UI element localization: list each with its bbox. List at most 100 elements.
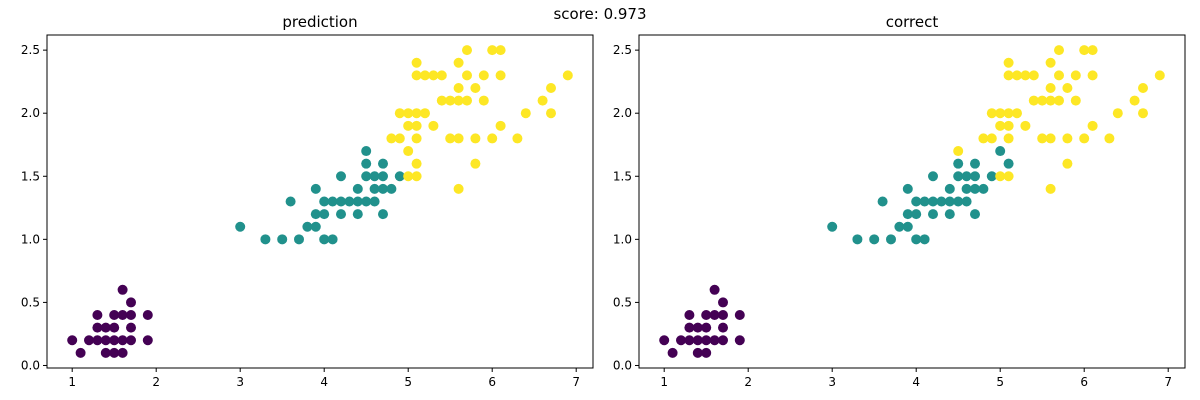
scatter-plot-prediction: prediction 1 2 3 4 5 6 7 0.0 0.5 1.0 1.5 2.0 2.5	[21, 13, 594, 389]
y-tick-label: 1.5	[613, 169, 632, 183]
data-point-class-0	[126, 335, 136, 346]
data-point-class-2	[436, 95, 447, 106]
data-point-class-0	[659, 335, 670, 346]
plot-frame	[46, 34, 594, 369]
data-point-class-2	[428, 70, 439, 81]
data-point-class-2	[403, 108, 414, 119]
data-point-class-1	[919, 196, 930, 207]
data-point-class-2	[470, 133, 481, 144]
data-point-class-2	[1062, 158, 1073, 169]
data-point-class-1	[911, 196, 922, 207]
x-tick-label: 2	[152, 375, 160, 389]
x-tick-label: 4	[912, 375, 920, 389]
data-point-class-2	[995, 108, 1006, 119]
data-point-class-1	[310, 209, 321, 220]
data-point-class-1	[378, 209, 388, 220]
data-point-class-2	[546, 82, 556, 93]
data-point-class-0	[709, 335, 720, 346]
data-point-class-0	[117, 335, 128, 346]
data-point-class-2	[453, 95, 464, 106]
data-point-class-1	[361, 146, 372, 157]
data-point-class-2	[411, 108, 422, 119]
data-point-class-2	[411, 133, 422, 144]
data-point-class-2	[512, 133, 523, 144]
data-point-class-2	[1054, 95, 1064, 106]
data-point-class-0	[126, 322, 136, 333]
data-point-class-1	[902, 209, 913, 220]
y-tick-label: 0.0	[613, 358, 632, 372]
data-point-class-1	[944, 209, 955, 220]
data-point-class-2	[1045, 57, 1056, 68]
y-tick-label: 2.0	[613, 106, 632, 120]
data-point-class-2	[986, 133, 997, 144]
data-point-class-1	[902, 183, 913, 194]
x-tick-label: 2	[744, 375, 752, 389]
data-point-class-0	[684, 322, 695, 333]
data-point-class-0	[718, 310, 728, 321]
y-tick-label: 2.5	[613, 43, 632, 57]
data-point-class-1	[928, 196, 938, 207]
data-point-class-1	[970, 209, 980, 220]
data-point-class-1	[361, 196, 372, 207]
data-point-class-2	[1154, 70, 1165, 81]
data-point-class-0	[84, 335, 94, 346]
data-point-class-2	[403, 120, 414, 131]
data-point-class-2	[462, 45, 472, 56]
data-point-class-1	[369, 183, 380, 194]
y-tick-label: 2.0	[21, 106, 40, 120]
data-point-class-1	[911, 209, 922, 220]
data-point-class-2	[1037, 133, 1048, 144]
data-point-class-0	[718, 335, 728, 346]
data-point-class-2	[1062, 133, 1073, 144]
y-tick-label: 2.5	[21, 43, 40, 57]
data-point-class-0	[100, 335, 111, 346]
data-point-class-1	[936, 196, 947, 207]
data-point-class-1	[310, 221, 321, 232]
data-point-class-0	[100, 347, 111, 358]
data-point-class-2	[1062, 82, 1073, 93]
data-point-class-1	[970, 183, 980, 194]
data-point-class-2	[1112, 108, 1123, 119]
data-point-class-2	[470, 82, 481, 93]
data-point-class-2	[1054, 45, 1064, 56]
data-point-class-1	[235, 221, 246, 232]
data-point-class-2	[1087, 70, 1098, 81]
data-point-class-1	[961, 196, 972, 207]
data-point-class-2	[394, 133, 405, 144]
data-point-class-2	[453, 57, 464, 68]
y-tick-label: 1.0	[613, 232, 632, 246]
data-point-class-2	[1003, 133, 1014, 144]
data-point-class-2	[1012, 70, 1022, 81]
data-point-class-2	[495, 70, 506, 81]
data-point-class-1	[361, 158, 372, 169]
data-point-class-1	[378, 183, 388, 194]
data-point-class-0	[718, 297, 728, 308]
x-tick-label: 5	[404, 375, 412, 389]
data-point-class-2	[546, 108, 556, 119]
data-point-class-0	[117, 347, 128, 358]
y-tick-label: 0.0	[21, 358, 40, 372]
data-point-class-0	[92, 335, 103, 346]
data-point-class-0	[718, 322, 728, 333]
data-point-class-1	[944, 196, 955, 207]
data-point-class-0	[75, 347, 86, 358]
data-point-class-1	[319, 209, 330, 220]
data-point-class-2	[1003, 171, 1014, 182]
x-tick-label: 3	[828, 375, 836, 389]
data-point-class-2	[453, 82, 464, 93]
scatter-plot-correct: correct 1 2 3 4 5 6 7 0.0 0.5 1.0 1.5 2.0 2.5	[613, 13, 1186, 389]
data-point-class-1	[302, 221, 313, 232]
data-point-class-2	[462, 70, 472, 81]
data-point-class-2	[386, 133, 397, 144]
data-point-class-0	[734, 310, 745, 321]
data-point-class-1	[394, 171, 405, 182]
data-point-class-1	[961, 171, 972, 182]
data-point-class-2	[1003, 57, 1014, 68]
data-point-class-0	[109, 322, 120, 333]
y-tick-label: 0.5	[613, 295, 632, 309]
data-point-class-0	[692, 347, 703, 358]
data-point-class-2	[436, 70, 447, 81]
data-point-class-2	[1003, 70, 1014, 81]
data-point-class-0	[701, 322, 712, 333]
